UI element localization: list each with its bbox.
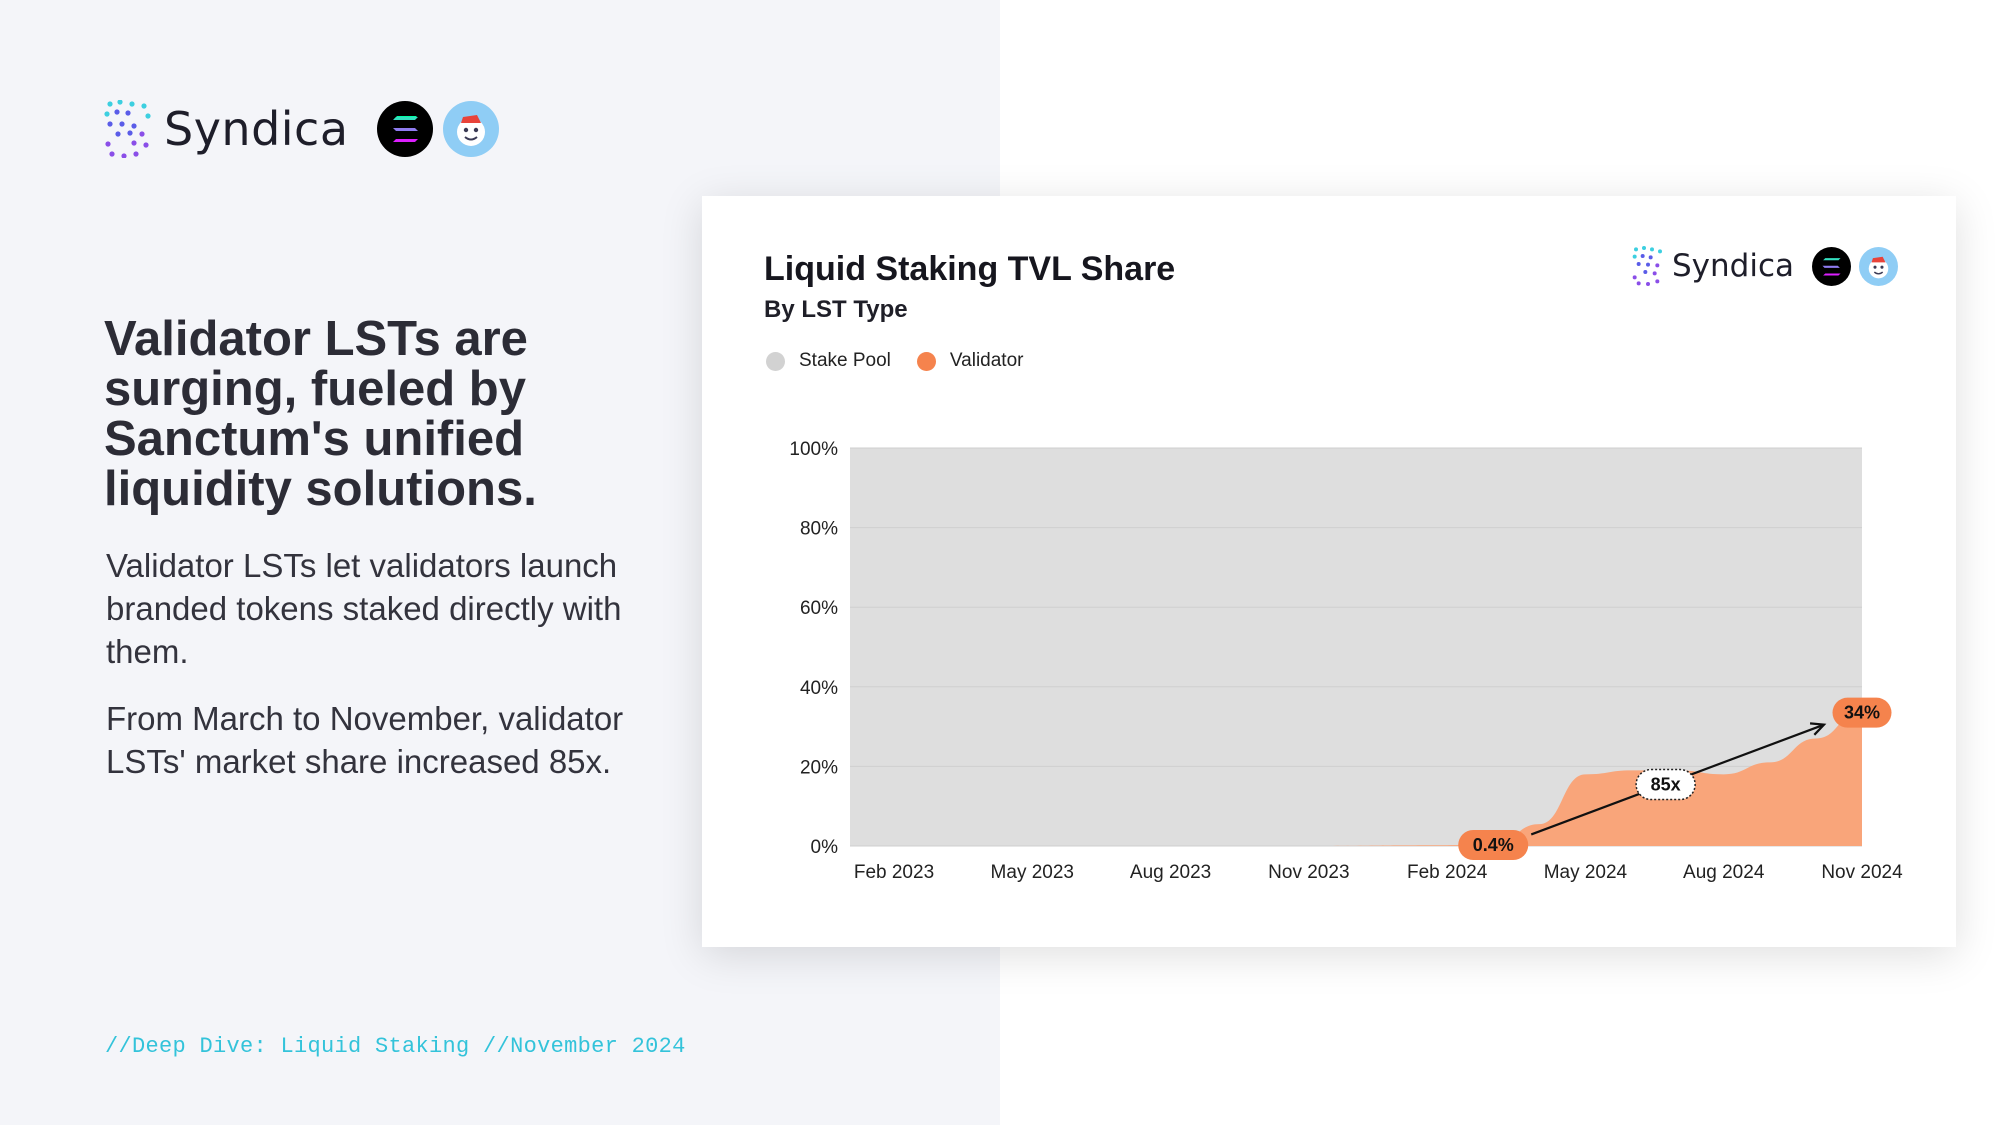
y-tick-label: 0% — [811, 837, 839, 858]
y-tick-label: 100% — [789, 439, 838, 460]
x-tick-label: Nov 2023 — [1268, 862, 1349, 883]
y-tick-label: 20% — [800, 757, 838, 778]
footer-caption: //Deep Dive: Liquid Staking //November 2… — [105, 1034, 686, 1059]
x-tick-label: Feb 2023 — [854, 862, 934, 883]
legend-label-stake-pool: Stake Pool — [799, 350, 891, 371]
y-tick-label: 60% — [800, 598, 838, 619]
legend-item-validator: Validator — [916, 350, 1024, 372]
brand-wordmark: Syndica — [164, 102, 349, 156]
chart-title: Liquid Staking TVL Share — [764, 250, 1176, 288]
chart-brand: Syndica — [1632, 246, 1898, 286]
annotation-multiplier-badge-bg — [1635, 768, 1696, 801]
brand-header: Syndica — [104, 100, 499, 158]
annotation-end-badge: 34% — [1844, 703, 1880, 723]
syndica-logo-icon — [104, 100, 151, 158]
paragraph-market-share: From March to November, validator LSTs' … — [106, 700, 624, 780]
sanctum-icon — [442, 101, 499, 157]
x-tick-label: May 2024 — [1544, 862, 1628, 883]
x-tick-label: Nov 2024 — [1821, 862, 1903, 883]
annotation-start-badge-bg — [1458, 830, 1529, 860]
legend-swatch-stake-pool — [766, 351, 785, 371]
x-tick-label: Aug 2024 — [1683, 862, 1765, 883]
x-tick-label: Aug 2023 — [1130, 862, 1211, 883]
syndica-logo-icon — [1632, 246, 1662, 286]
legend-swatch-validator — [916, 351, 936, 371]
sanctum-icon — [1859, 246, 1898, 286]
area-validator — [850, 710, 1862, 846]
solana-icon — [1812, 246, 1851, 286]
growth-arrow-head — [1809, 722, 1827, 736]
chart-subtitle: By LST Type — [764, 296, 908, 323]
legend-label-validator: Validator — [949, 350, 1024, 371]
annotation-multiplier-badge: 85x — [1651, 775, 1681, 795]
x-tick-label: May 2023 — [991, 862, 1074, 883]
tvl-share-chart: 0% 20% 40% 60% 80% 100% Feb 2023 May 2023 Aug 2… — [789, 439, 1903, 883]
annotation-start-badge: 0.4% — [1473, 835, 1514, 855]
solana-icon — [376, 101, 433, 157]
annotation-end-badge-bg — [1832, 697, 1892, 728]
chart-legend: Stake Pool Validator — [766, 350, 1050, 372]
y-tick-label: 80% — [800, 519, 838, 540]
chart-brand-wordmark: Syndica — [1671, 248, 1794, 284]
legend-item-stake-pool: Stake Pool — [766, 350, 891, 372]
x-tick-label: Feb 2024 — [1407, 862, 1488, 883]
paragraph-validator-lsts: Validator LSTs let validators launch bra… — [106, 547, 622, 670]
chart-card: Liquid Staking TVL Share By LST Type Sta… — [702, 196, 1956, 947]
y-tick-label: 40% — [800, 678, 838, 699]
headline: Validator LSTs are surging, fueled by Sa… — [104, 312, 537, 516]
